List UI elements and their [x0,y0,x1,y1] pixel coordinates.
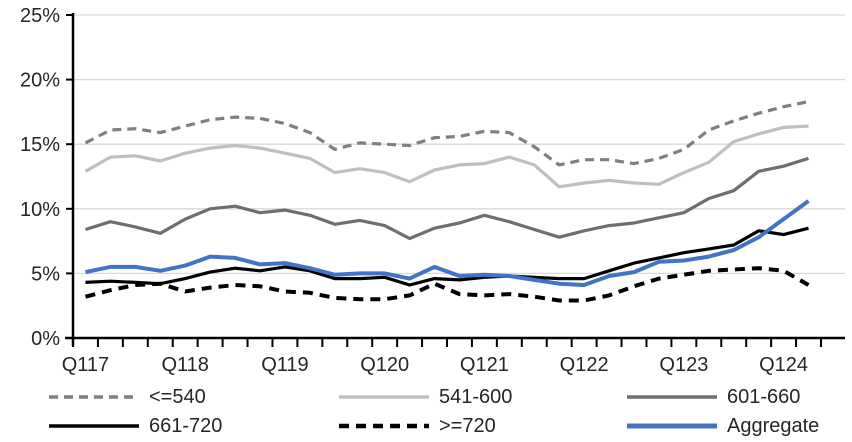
series-line-2-601-660 [85,156,809,241]
y-axis-label: 0% [31,328,60,350]
x-axis-label: Q124 [759,354,808,376]
y-axis-label: 25% [20,5,60,27]
x-axis-label: Q123 [659,354,708,376]
series-line-1-541-600 [84,124,809,189]
y-axis-label: 15% [20,134,60,156]
series-line-3-661-720 [85,226,809,287]
x-axis-label: Q117 [62,354,109,376]
series-line-0-540 [84,100,809,167]
series-line-5-aggregate [85,199,810,287]
x-axis-label: Q120 [360,354,409,376]
x-axis-label: Q122 [560,354,609,376]
y-axis-label: 10% [20,199,60,221]
y-axis-label: 5% [31,263,60,285]
x-axis-label: Q118 [161,354,208,376]
x-axis-label: Q119 [261,354,308,376]
y-axis-label: 20% [20,70,60,92]
x-axis-label: Q121 [460,354,509,376]
series-line-4-720 [84,266,810,303]
